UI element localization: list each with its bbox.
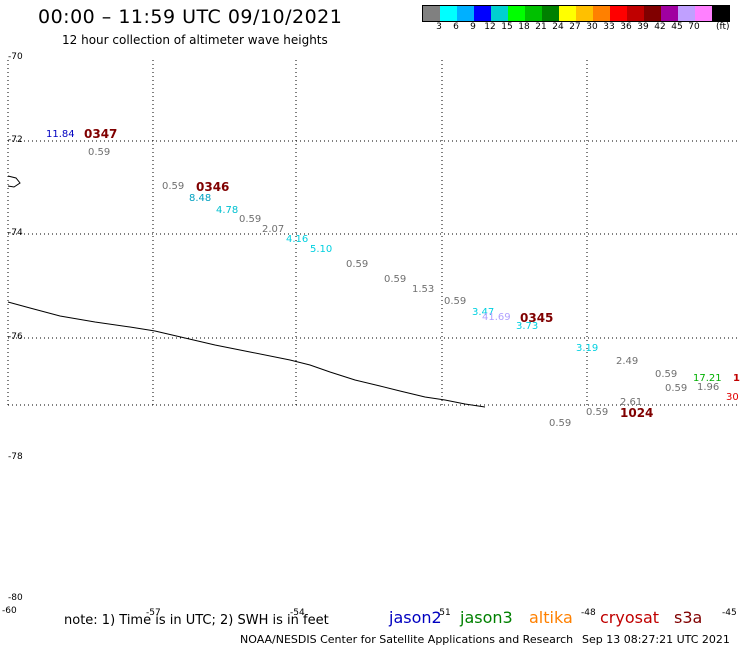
footer-note: note: 1) Time is in UTC; 2) SWH is in fe…	[64, 613, 329, 628]
lat-label: -70	[8, 52, 23, 62]
satellite-legend-jason3: jason3	[460, 608, 513, 627]
legend-tick-label: 30	[586, 22, 598, 32]
satellite-legend-altika: altika	[529, 608, 573, 627]
lat-label: -72	[8, 135, 23, 145]
orbit-label: 0347	[84, 127, 118, 141]
legend-tick-label: 9	[470, 22, 476, 32]
legend-swatch	[712, 6, 729, 21]
legend-swatch	[610, 6, 627, 21]
legend-swatch	[423, 6, 440, 21]
lon-label: -57	[146, 608, 161, 618]
legend-unit: (ft)	[716, 22, 730, 32]
wave-height-label: 0.59	[586, 407, 609, 418]
graticule	[7, 60, 740, 406]
lon-label: -48	[581, 608, 596, 618]
wave-height-label: 0.59	[346, 259, 369, 270]
satellite-legend-cryosat: cryosat	[600, 608, 660, 627]
legend-swatch	[440, 6, 457, 21]
ice-shelf-coastline	[7, 301, 486, 408]
wave-height-label: 1.96	[697, 382, 720, 393]
wave-height-label: 0.59	[655, 369, 678, 380]
wave-height-label: 0.59	[665, 383, 688, 394]
generated-timestamp: Sep 13 08:27:21 UTC 2021	[582, 633, 730, 646]
legend-swatch	[491, 6, 508, 21]
legend-tick-label: 42	[654, 22, 666, 32]
legend-tick-label: 24	[552, 22, 564, 32]
wave-height-label: 0.59	[549, 418, 572, 429]
lat-label: -74	[8, 228, 23, 238]
wave-height-label: 11.84	[46, 129, 75, 140]
lat-label: -80	[8, 593, 23, 603]
wave-height-label: 2.07	[262, 224, 285, 235]
wave-height-label: 4.78	[216, 205, 239, 216]
lat-label: -76	[8, 332, 23, 342]
legend-swatch	[508, 6, 525, 21]
credit-line: NOAA/NESDIS Center for Satellite Applica…	[240, 633, 574, 646]
wave-height-label: 0.59	[162, 181, 185, 192]
map-title: 00:00 – 11:59 UTC 09/10/2021	[38, 6, 343, 28]
lon-label: -60	[2, 606, 17, 616]
legend-tick-label: 12	[484, 22, 496, 32]
wave-height-label: 41.69	[482, 312, 511, 323]
wave-height-label: 3.47	[472, 307, 495, 318]
lat-label: -78	[8, 452, 23, 462]
wave-height-label: 0.59	[384, 274, 407, 285]
legend-swatch	[576, 6, 593, 21]
satellite-legend-jason2: jason2	[389, 608, 442, 627]
wave-height-label: 3.19	[576, 343, 599, 354]
legend-swatch	[593, 6, 610, 21]
legend-tick-label: 45	[671, 22, 683, 32]
color-legend	[422, 5, 730, 22]
legend-swatch	[661, 6, 678, 21]
legend-tick-label: 27	[569, 22, 581, 32]
wave-height-label: 3.73	[516, 321, 539, 332]
legend-tick-label: 3	[436, 22, 442, 32]
legend-swatch	[525, 6, 542, 21]
wave-height-label: 0.59	[239, 214, 262, 225]
legend-tick-label: 18	[518, 22, 530, 32]
wave-height-label: 2.49	[616, 356, 639, 367]
island-coastline	[7, 175, 21, 188]
legend-tick-label: 6	[453, 22, 459, 32]
legend-tick-label: 33	[603, 22, 615, 32]
wave-height-label: 17.21	[693, 373, 722, 384]
wave-height-label: 1.53	[412, 284, 435, 295]
color-legend-labels: 3 6 9 12 15 18 21 24 27 30 33 36 39 42 45 70	[422, 22, 728, 34]
satellite-legend-s3a: s3a	[674, 608, 703, 627]
orbit-label: 0346	[196, 180, 230, 194]
legend-tick-label: 70	[688, 22, 700, 32]
legend-swatch	[695, 6, 712, 21]
legend-tick-label: 21	[535, 22, 547, 32]
legend-tick-label: 36	[620, 22, 632, 32]
orbit-label: 0345	[520, 311, 554, 325]
lon-label: -54	[290, 608, 305, 618]
wave-height-label: 1	[733, 373, 740, 384]
wave-height-label: 30	[726, 392, 739, 403]
legend-swatch	[644, 6, 661, 21]
legend-swatch	[474, 6, 491, 21]
legend-swatch	[627, 6, 644, 21]
legend-swatch	[542, 6, 559, 21]
wave-height-label: 8.48	[189, 193, 212, 204]
wave-height-label: 0.59	[88, 147, 111, 158]
legend-swatch	[457, 6, 474, 21]
legend-swatch	[559, 6, 576, 21]
lon-label: -51	[436, 608, 451, 618]
lon-label: -45	[722, 608, 737, 618]
orbit-label: 1024	[620, 406, 654, 420]
wave-height-label: 5.10	[310, 244, 333, 255]
wave-height-label: 4.16	[286, 234, 309, 245]
legend-tick-label: 39	[637, 22, 649, 32]
wave-height-label: 2.61	[620, 397, 643, 408]
map-subtitle: 12 hour collection of altimeter wave hei…	[62, 33, 328, 47]
wave-height-label: 0.59	[444, 296, 467, 307]
legend-swatch	[678, 6, 695, 21]
legend-tick-label: 15	[501, 22, 513, 32]
